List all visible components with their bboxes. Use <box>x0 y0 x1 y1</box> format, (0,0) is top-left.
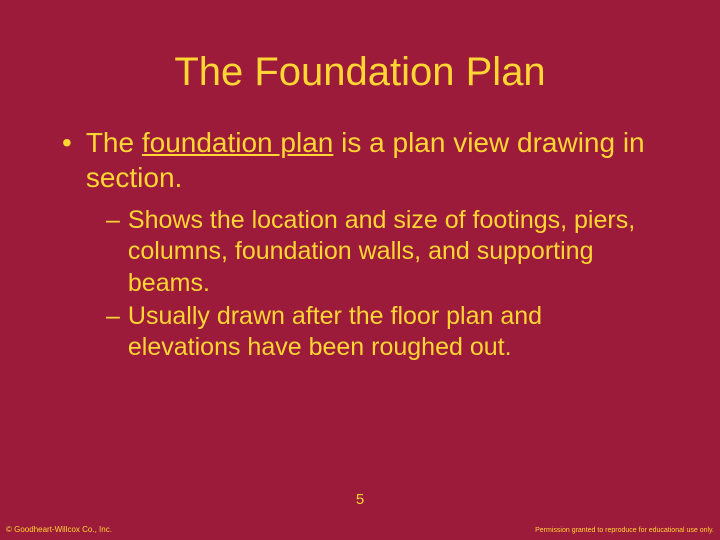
bullet-dot: • <box>62 125 86 195</box>
bullet-dash: – <box>106 205 128 299</box>
main-bullet: • The foundation plan is a plan view dra… <box>62 125 658 195</box>
sub-bullet-list: – Shows the location and size of footing… <box>62 205 658 363</box>
sub-bullet-text: Usually drawn after the floor plan and e… <box>128 301 658 364</box>
main-bullet-text: The foundation plan is a plan view drawi… <box>86 125 658 195</box>
page-number: 5 <box>0 491 720 508</box>
sub-bullet-text: Shows the location and size of footings,… <box>128 205 658 299</box>
permission-text: Permission granted to reproduce for educ… <box>535 527 714 534</box>
bullet-dash: – <box>106 301 128 364</box>
slide-title: The Foundation Plan <box>0 0 720 125</box>
sub-bullet: – Usually drawn after the floor plan and… <box>106 301 658 364</box>
slide: The Foundation Plan • The foundation pla… <box>0 0 720 540</box>
main-prefix: The <box>86 127 142 158</box>
copyright-text: © Goodheart-Willcox Co., Inc. <box>6 525 112 534</box>
sub-bullet: – Shows the location and size of footing… <box>106 205 658 299</box>
main-underlined: foundation plan <box>142 127 334 158</box>
slide-content: • The foundation plan is a plan view dra… <box>0 125 720 363</box>
